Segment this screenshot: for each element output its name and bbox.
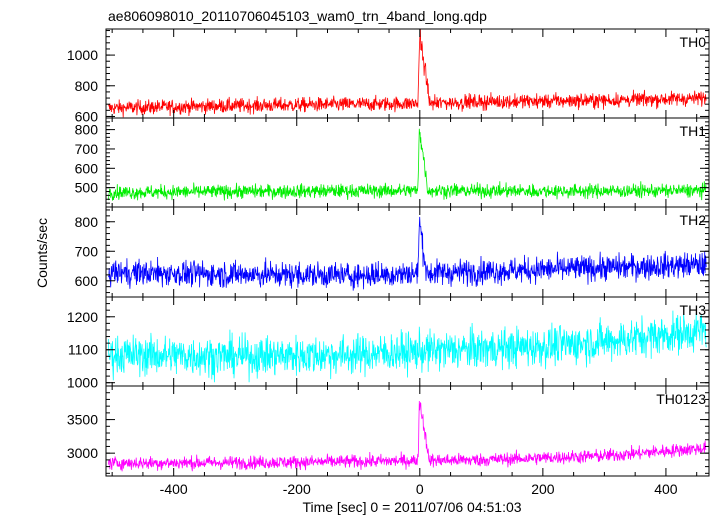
y-tick-label: 3500 [67, 412, 98, 428]
chart-title: ae806098010_20110706045103_wam0_trn_4ban… [108, 8, 487, 24]
y-tick-label: 800 [75, 122, 99, 138]
panel-label-th0: TH0 [680, 34, 707, 50]
series-line-th2 [108, 216, 707, 291]
y-tick-label: 500 [75, 180, 99, 196]
y-tick-label: 1000 [67, 375, 98, 391]
y-tick-label: 800 [75, 78, 99, 94]
y-tick-label: 600 [75, 160, 99, 176]
series-line-th1 [108, 128, 707, 201]
y-tick-label: 600 [75, 108, 99, 124]
series-line-th0 [108, 29, 707, 118]
y-tick-label: 3000 [67, 445, 98, 461]
y-tick-label: 600 [75, 273, 99, 289]
panel-frame-th2 [105, 206, 710, 298]
series-line-th0123 [108, 400, 707, 472]
y-tick-label: 700 [75, 141, 99, 157]
x-tick-label: -400 [160, 481, 188, 497]
panel-label-th1: TH1 [680, 123, 707, 139]
y-tick-label: 700 [75, 243, 99, 259]
y-tick-label: 800 [75, 214, 99, 230]
x-tick-label: 0 [416, 481, 424, 497]
panel-frame-th0123 [105, 385, 710, 477]
y-tick-label: 1100 [68, 342, 98, 358]
series-line-th3 [108, 310, 707, 383]
panel-label-th3: TH3 [680, 302, 707, 318]
y-tick-label: 1200 [67, 309, 98, 325]
x-tick-label: 400 [654, 481, 678, 497]
y-tick-label: 1000 [67, 47, 98, 63]
panel-label-th2: TH2 [680, 212, 707, 228]
y-axis-label: Counts/sec [34, 218, 50, 288]
x-tick-label: 200 [531, 481, 555, 497]
x-axis-label: Time [sec] 0 = 2011/07/06 04:51:03 [302, 499, 521, 515]
panel-label-th0123: TH0123 [656, 391, 706, 407]
x-tick-label: -200 [283, 481, 311, 497]
